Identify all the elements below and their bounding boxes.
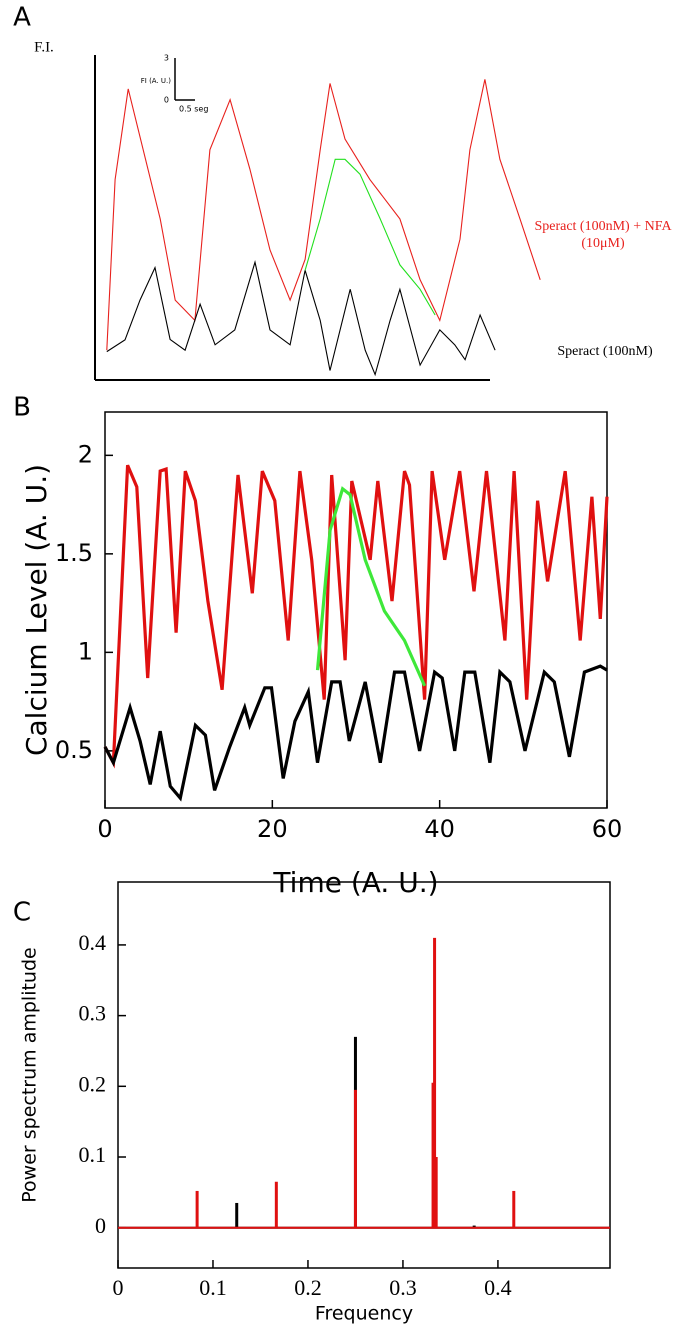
y-tick-label: 1 [78,637,93,665]
panel-label: B [13,393,31,423]
scale-bar-xlabel: 0.5 seg [179,105,208,114]
x-tick-label: 20 [257,815,288,843]
y-tick-label: 1.5 [55,539,93,567]
legend-entry: Speract (100nM) [557,344,653,359]
plot-frame [117,881,611,1269]
legend-entry: Speract (100nM) + NFA (10μM) [534,219,672,251]
x-tick-label: 0.4 [484,1275,512,1300]
x-tick-label: 0 [97,815,112,843]
x-tick-label: 60 [592,815,623,843]
y-tick-label: 0.4 [79,930,107,955]
y-tick-label: 0.5 [55,736,93,764]
data-line [315,486,427,687]
y-tick-label: 0.2 [79,1071,107,1096]
plot-frame [104,411,608,809]
data-line [304,158,436,316]
data-line [103,664,608,802]
panel-label: C [13,898,31,928]
scale-bar-tick: 0 [164,96,169,105]
y-axis-label: F.I. [34,39,54,55]
scale-bar-tick: 3 [164,54,169,63]
x-tick-label: 0.3 [389,1275,417,1300]
scale-bar-ylabel: FI (A. U.) [141,77,172,85]
x-tick-label: 0.1 [199,1275,227,1300]
x-tick-label: 0.2 [294,1275,322,1300]
panel-label: A [13,3,31,33]
y-tick-label: 0.3 [79,1001,107,1026]
y-axis-label: Power spectrum amplitude [19,947,41,1202]
x-axis-label: Frequency [315,1303,413,1325]
x-tick-label: 0 [113,1275,124,1300]
y-tick-label: 0 [95,1213,106,1238]
y-axis-label: Calcium Level (A. U.) [20,464,53,756]
data-line [106,79,541,351]
y-tick-label: 2 [78,440,93,468]
y-tick-label: 0.1 [79,1142,107,1167]
x-tick-label: 40 [424,815,455,843]
data-line [106,260,496,377]
data-line [103,464,609,769]
